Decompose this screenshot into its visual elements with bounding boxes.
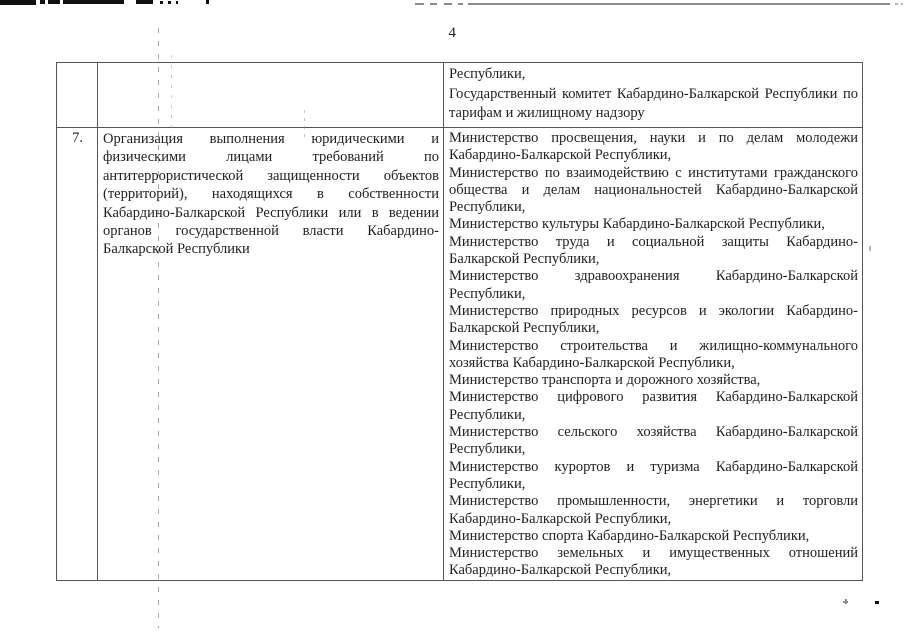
executor-entry: Министерство транспорта и дорожного хозя…	[449, 372, 761, 389]
table-row-7: 7. Организация выполнения юридическими и…	[56, 127, 863, 581]
executor-entry: Республики,	[449, 66, 526, 82]
document-table: Республики, Государственный комитет Кабар…	[56, 62, 863, 581]
table-row-continuation: Республики, Государственный комитет Кабар…	[56, 62, 863, 128]
executor-entry: Министерство строительства и жилищно-ком…	[449, 337, 858, 371]
row-number-cell: 7.	[56, 127, 98, 581]
executor-entry: Министерство природных ресурсов и эколог…	[449, 302, 858, 337]
executor-entry: Министерство курортов и туризма Кабардин…	[449, 458, 858, 492]
executor-entry: Министерство труда и социальной защиты К…	[449, 233, 858, 268]
row-number-cell	[56, 62, 98, 128]
executor-entry: Министерство по взаимодействию с институ…	[449, 164, 858, 216]
executor-entry: Министерство просвещения, науки и по дел…	[449, 130, 858, 164]
task-cell: Организация выполнения юридическими и фи…	[97, 127, 444, 581]
task-text: Организация выполнения юридическими и фи…	[103, 131, 439, 258]
executor-entry: Министерство здравоохранения Кабардино-Б…	[449, 268, 858, 302]
page-number: 4	[448, 25, 457, 41]
executor-entry: Министерство сельского хозяйства Кабарди…	[449, 424, 858, 458]
executor-entry: Министерство промышленности, энергетики …	[449, 493, 858, 527]
executors-cell: Министерство просвещения, науки и по дел…	[443, 127, 863, 581]
task-cell	[97, 62, 444, 128]
executor-entry: Министерство спорта Кабардино-Балкарской…	[449, 527, 810, 544]
executor-entry: Министерство культуры Кабардино-Балкарск…	[449, 216, 825, 233]
executors-cell: Республики, Государственный комитет Кабар…	[443, 62, 863, 128]
executor-entry: Министерство цифрового развития Кабардин…	[449, 389, 858, 423]
executor-entry: Министерство земельных и имущественных о…	[449, 545, 858, 579]
executor-entry: Государственный комитет Кабардино-Балкар…	[449, 85, 858, 122]
